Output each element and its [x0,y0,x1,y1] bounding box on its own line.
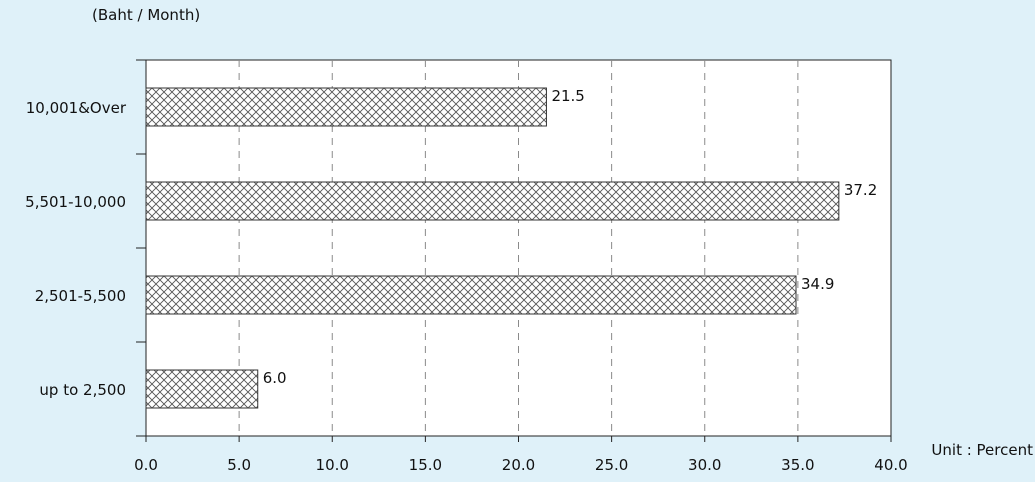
x-tick-label: 40.0 [874,456,907,474]
x-tick-label: 20.0 [502,456,535,474]
x-tick-label: 10.0 [316,456,349,474]
data-label: 37.2 [844,181,877,199]
bar [145,275,797,315]
x-tick-label: 0.0 [134,456,158,474]
bar [145,87,547,127]
chart-subtitle: (Baht / Month) [92,6,200,24]
y-tick-label: 10,001&Over [26,99,127,117]
x-tick-label: 25.0 [595,456,628,474]
unit-label: Unit : Percent [931,441,1033,459]
x-tick-label: 35.0 [781,456,814,474]
x-tick-label: 15.0 [409,456,442,474]
y-tick-label: up to 2,500 [39,381,126,399]
grid-lines [238,60,799,436]
bars [145,87,840,409]
data-label: 6.0 [263,369,287,387]
y-tick-label: 5,501-10,000 [25,193,126,211]
x-tick-label: 30.0 [688,456,721,474]
x-tick-label: 5.0 [227,456,251,474]
labels: 0.0 5.0 10.0 15.0 20.0 25.0 30.0 35.0 40.0 21.5 10… [25,87,908,474]
axes [136,59,892,442]
y-tick-label: 2,501-5,500 [35,287,126,305]
data-label: 21.5 [551,87,584,105]
data-label: 34.9 [801,275,834,293]
bar [145,369,259,409]
bar [145,181,840,221]
